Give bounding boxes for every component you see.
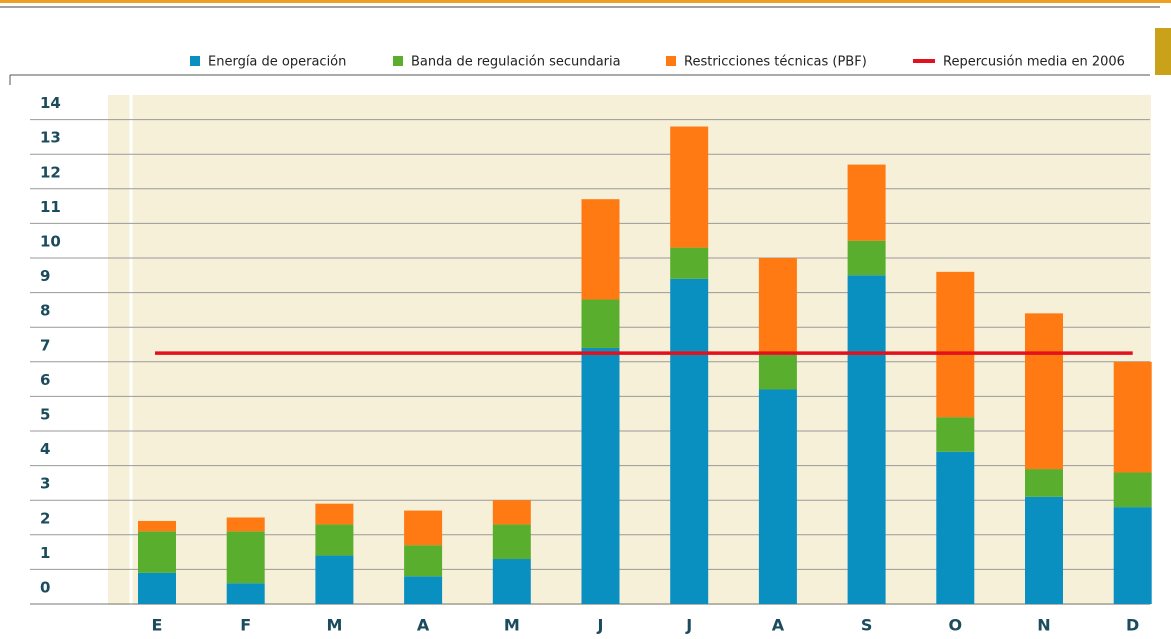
bar-segment [404,545,443,577]
x-tick-label: N [1037,616,1050,635]
y-tick-label: 12 [40,163,61,181]
x-tick-label: F [240,616,251,635]
y-tick-label: 4 [40,440,50,458]
bar-segment [492,500,531,525]
plot-background [108,95,1151,605]
bar-segment [670,278,709,604]
bar-segment [758,389,797,604]
y-tick-label: 8 [40,302,50,320]
bar-segment [581,199,620,300]
bar-segment [581,347,620,604]
bar-segment [315,555,354,604]
y-tick-label: 7 [40,336,50,354]
y-tick-label: 10 [40,233,61,251]
y-tick-label: 2 [40,509,50,527]
bar-segment [315,503,354,525]
x-tick-label: M [504,616,520,635]
y-tick-label: 11 [40,198,61,216]
x-tick-label: J [597,616,604,635]
y-tick-label: 6 [40,371,50,389]
y-tick-label: 5 [40,406,50,424]
x-tick-label: A [772,616,785,635]
y-tick-label: 0 [40,579,50,597]
legend-label: Energía de operación [208,55,346,70]
legend-label: Banda de regulación secundaria [411,55,621,70]
bar-segment [936,451,975,604]
legend-label: Repercusión media en 2006 [943,55,1125,70]
bar-segment [315,524,354,556]
y-tick-label: 1 [40,544,50,562]
bar-segment [670,126,709,248]
bar-segment [404,510,443,546]
bar-segment [1113,507,1152,604]
x-tick-label: J [685,616,692,635]
bar-segment [758,354,797,390]
top-strip [0,0,1171,3]
bar-segment [226,583,265,604]
bar-segment [847,275,886,604]
legend-swatch [190,56,200,66]
bar-segment [758,258,797,355]
legend-swatch [393,56,403,66]
legend-label: Restricciones técnicas (PBF) [684,55,867,70]
bar-segment [492,559,531,604]
bar-segment [138,572,176,604]
x-tick-label: A [417,616,430,635]
bar-segment [1025,469,1063,497]
legend-swatch [666,56,676,66]
bar-segment [1113,361,1152,473]
bar-segment [1025,496,1063,604]
bar-segment [1025,313,1063,470]
y-tick-label: 13 [40,129,61,147]
bar-segment [847,164,886,241]
x-tick-label: O [948,616,962,635]
x-tick-label: M [326,616,342,635]
bar-segment [138,520,176,532]
bar-segment [226,531,265,584]
bar-segment [847,240,886,276]
bar-segment [138,531,176,573]
bar-segment [492,524,531,560]
bar-segment [226,517,265,532]
bar-segment [936,271,975,418]
bar-segment [404,576,443,604]
x-tick-label: D [1126,616,1139,635]
y-tick-label: 9 [40,267,50,285]
bar-segment [936,417,975,452]
bar-segment [1113,472,1152,508]
bar-segment [581,299,620,348]
corner-block [1155,28,1171,75]
bar-segment [670,247,709,279]
y-tick-label: 14 [40,94,61,112]
y-tick-label: 3 [40,475,50,493]
x-tick-label: S [861,616,873,635]
x-tick-label: E [152,616,163,635]
